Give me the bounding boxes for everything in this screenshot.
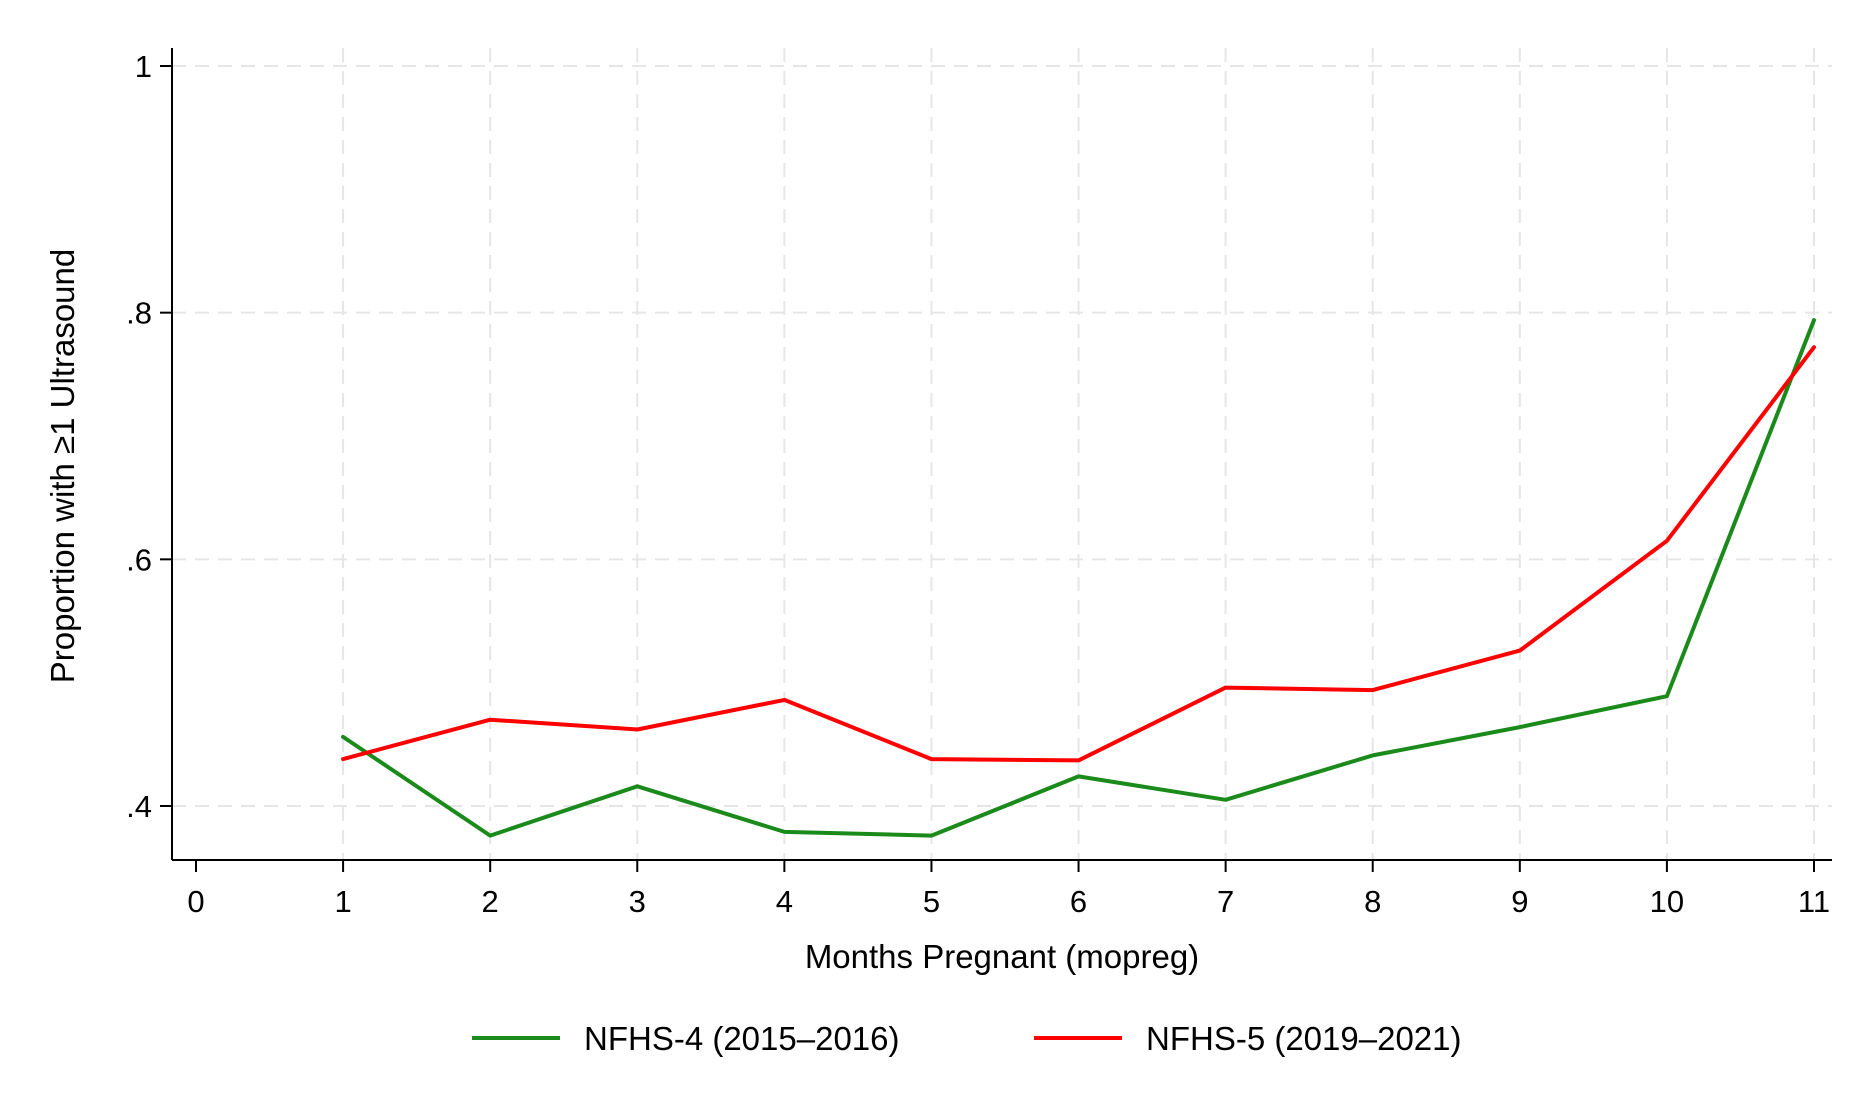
x-tick-label-11: 11 bbox=[1798, 884, 1830, 919]
x-tick-label-0: 0 bbox=[187, 884, 204, 919]
x-tick-label-2: 2 bbox=[482, 884, 499, 919]
x-tick-label-7: 7 bbox=[1217, 884, 1234, 919]
grid-lines bbox=[172, 48, 1832, 860]
x-tick-label-4: 4 bbox=[776, 884, 793, 919]
y-tick-label-.4: .4 bbox=[126, 789, 152, 824]
series-layer bbox=[341, 318, 1816, 838]
y-tick-label-.6: .6 bbox=[126, 542, 152, 577]
x-tick-label-6: 6 bbox=[1070, 884, 1087, 919]
x-tick-label-8: 8 bbox=[1364, 884, 1381, 919]
x-tick-label-5: 5 bbox=[923, 884, 940, 919]
legend-label-2: NFHS-5 (2019–2021) bbox=[1146, 1020, 1462, 1057]
legend-label-1: NFHS-4 (2015–2016) bbox=[584, 1020, 900, 1057]
x-tick-label-9: 9 bbox=[1511, 884, 1528, 919]
x-tick-label-10: 10 bbox=[1650, 884, 1684, 919]
x-tick-label-1: 1 bbox=[334, 884, 351, 919]
y-tick-label-1: 1 bbox=[135, 49, 152, 84]
legend: NFHS-4 (2015–2016) NFHS-5 (2019–2021) bbox=[472, 1020, 1462, 1057]
y-tick-label-.8: .8 bbox=[126, 296, 152, 331]
axes: .4.6.810 1 2 3 4 5 6 7 8 9 10 11 bbox=[126, 48, 1832, 919]
y-axis-title: Proportion with ≥1 Ultrasound bbox=[44, 249, 81, 684]
x-axis-title: Months Pregnant (mopreg) bbox=[805, 938, 1199, 975]
x-tick-label-3: 3 bbox=[629, 884, 646, 919]
